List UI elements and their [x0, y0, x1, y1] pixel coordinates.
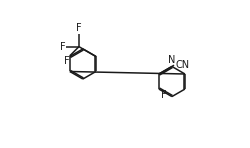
Text: F: F: [76, 23, 82, 33]
Text: N: N: [168, 56, 175, 65]
Text: CN: CN: [174, 60, 188, 70]
Text: F: F: [60, 42, 65, 52]
Text: F: F: [63, 56, 69, 66]
Text: F: F: [160, 90, 166, 100]
